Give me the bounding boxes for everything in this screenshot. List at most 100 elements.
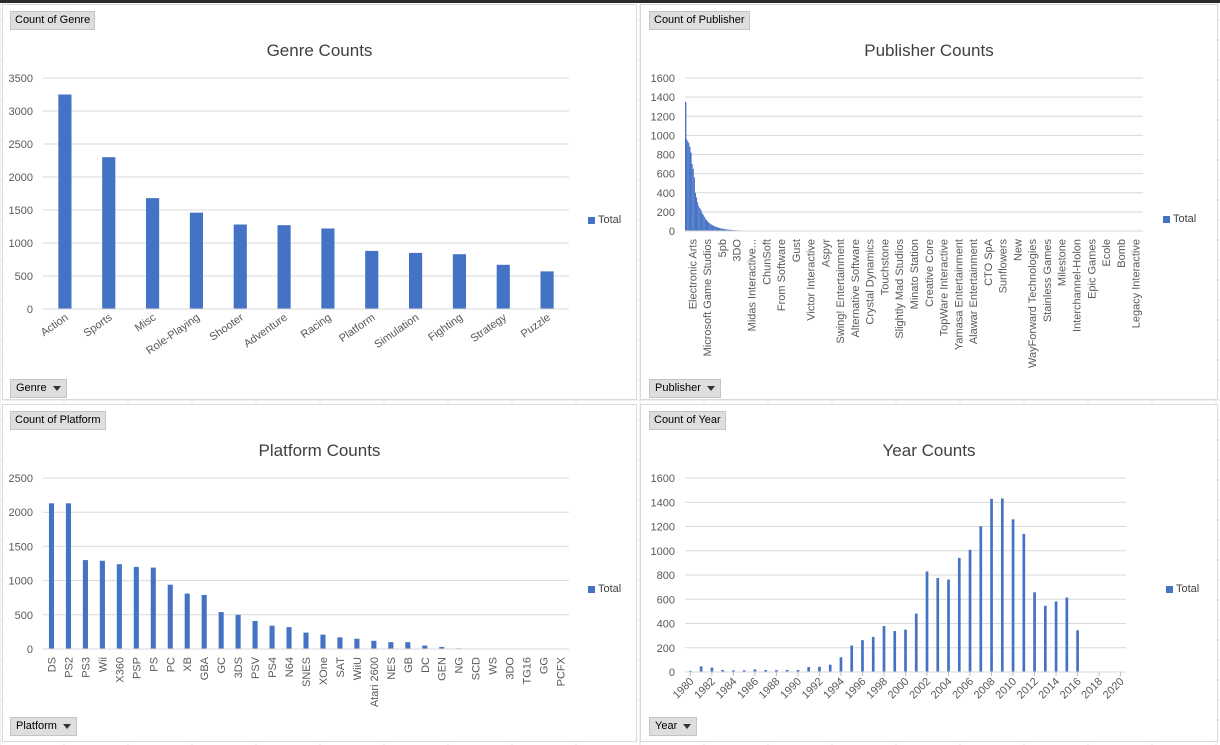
x-tick-label: 2004 <box>929 676 955 702</box>
dropdown-arrow-icon <box>706 385 715 391</box>
y-tick-label: 500 <box>15 271 33 283</box>
bar-2015 <box>1065 597 1069 672</box>
publisher-distribution-bar <box>697 202 699 231</box>
genre-filter-button[interactable]: Genre <box>10 379 67 398</box>
x-tick-label: Milestone <box>1057 239 1069 286</box>
publisher-distribution-bar <box>693 177 695 231</box>
x-tick-label: Crystal Dynamics <box>865 239 877 325</box>
x-tick-label: Victor Interactive <box>806 239 818 321</box>
bar-ps3 <box>82 560 88 649</box>
count-of-platform-field[interactable]: Count of Platform <box>10 411 106 430</box>
x-tick-label: PS2 <box>63 657 75 678</box>
bar-simulation <box>409 252 423 309</box>
year-chart[interactable]: Count of Year Year Counts 0 200 400 600 800 1… <box>640 404 1218 742</box>
publisher-distribution-bar <box>727 229 729 231</box>
bar-gc <box>218 612 224 649</box>
bar-xb <box>184 593 190 649</box>
bar-2009 <box>1000 498 1004 672</box>
bar-2004 <box>947 579 950 672</box>
chart-legend: Total <box>1166 583 1199 595</box>
chart-legend: Total <box>588 583 621 595</box>
bar-dc <box>422 645 428 649</box>
x-tick-label: Puzzle <box>519 312 553 341</box>
x-tick-label: GC <box>216 657 228 674</box>
legend-swatch <box>588 216 595 224</box>
x-tick-label: GG <box>539 657 551 674</box>
bar-2014 <box>1054 601 1058 672</box>
bar-ps4 <box>269 625 275 649</box>
x-tick-label: PCFX <box>556 656 568 686</box>
publisher-distribution-bar <box>685 101 687 231</box>
y-tick-label: 1400 <box>651 92 675 104</box>
bar-2000 <box>904 629 907 672</box>
publisher-distribution-bar <box>705 220 707 231</box>
y-tick-label: 200 <box>657 643 675 655</box>
publisher-filter-button[interactable]: Publisher <box>649 379 721 398</box>
publisher-distribution-bar <box>701 212 703 231</box>
x-tick-label: 1998 <box>864 676 890 702</box>
x-tick-label: CTO SpA <box>983 238 995 286</box>
x-tick-label: 1990 <box>778 676 804 702</box>
x-tick-label: Ecole <box>1101 239 1113 267</box>
bar-1989 <box>785 669 789 672</box>
x-tick-label: 3DS <box>233 657 245 678</box>
publisher-distribution-bar <box>721 228 723 231</box>
publisher-plot-area: 0 200 400 600 800 1000 1200 1400 1600 Electronic … <box>651 73 1143 368</box>
publisher-distribution-bar <box>703 216 705 231</box>
x-tick-label: XOne <box>318 657 330 685</box>
x-tick-label: WiiU <box>352 657 364 680</box>
x-tick-label: From Software <box>776 239 788 311</box>
legend-label: Total <box>598 214 622 226</box>
y-tick-label: 2500 <box>9 473 33 485</box>
count-of-publisher-field[interactable]: Count of Publisher <box>649 11 750 30</box>
window-top-edge <box>0 0 1220 3</box>
platform-plot-area: 0 500 1000 1500 2000 2500 DS PS2 PS3 Wii X360 PSP PS… <box>9 473 569 707</box>
x-tick-label: Platform <box>337 312 377 345</box>
x-tick-label: 1982 <box>692 676 718 702</box>
year-filter-button[interactable]: Year <box>649 717 698 736</box>
publisher-distribution-bar <box>730 229 732 231</box>
x-tick-label: 2002 <box>907 676 933 702</box>
y-tick-label: 1400 <box>651 497 675 509</box>
publisher-chart[interactable]: Count of Publisher Publisher Counts 0 200… <box>640 4 1218 400</box>
x-tick-label: GBA <box>199 656 211 680</box>
platform-filter-button[interactable]: Platform <box>10 717 77 736</box>
platform-chart[interactable]: Count of Platform Platform Counts 0 500 10… <box>2 404 637 742</box>
publisher-distribution-bar <box>714 226 716 231</box>
genre-chart[interactable]: Count of Genre Genre Counts 0 500 1000 1500… <box>2 4 637 400</box>
bar-2008 <box>990 498 993 672</box>
chart-title: Publisher Counts <box>864 41 994 60</box>
x-tick-label: Adventure <box>242 312 290 351</box>
genre-plot-area: 0 500 1000 1500 2000 2500 3000 3500 Action Sports… <box>9 73 569 357</box>
bar-1980 <box>689 670 692 672</box>
x-tick-label: 1984 <box>714 676 740 702</box>
bar-ps <box>150 567 156 649</box>
publisher-distribution-bar <box>729 229 731 231</box>
bar-n64 <box>286 627 292 649</box>
x-tick-label: Sunflowers <box>998 239 1010 294</box>
publisher-distribution-bar <box>711 224 713 231</box>
x-tick-label: 1996 <box>843 676 869 702</box>
y-tick-label: 1200 <box>651 522 675 534</box>
bar-2005 <box>957 557 961 672</box>
y-tick-label: 400 <box>657 188 675 200</box>
x-tick-label: Wii <box>97 657 109 672</box>
bar-gen <box>439 646 445 649</box>
publisher-distribution-bar <box>720 228 722 231</box>
bar-2001 <box>914 613 918 672</box>
chart-title: Genre Counts <box>266 41 373 60</box>
bar-gb <box>405 642 411 649</box>
x-tick-label: PS3 <box>80 657 92 678</box>
publisher-distribution-bar <box>689 146 691 231</box>
x-tick-label: Creative Core <box>924 239 936 307</box>
chart-title: Year Counts <box>882 441 976 460</box>
legend-swatch <box>1166 585 1173 593</box>
x-tick-label: NES <box>386 657 398 680</box>
count-of-year-field[interactable]: Count of Year <box>649 411 726 430</box>
publisher-distribution-bar <box>715 226 717 231</box>
bar-x360 <box>116 564 122 649</box>
bar-wii <box>99 560 105 649</box>
bar-shooter <box>233 224 247 309</box>
count-of-genre-field[interactable]: Count of Genre <box>10 11 96 30</box>
x-tick-label: 1994 <box>821 676 847 702</box>
